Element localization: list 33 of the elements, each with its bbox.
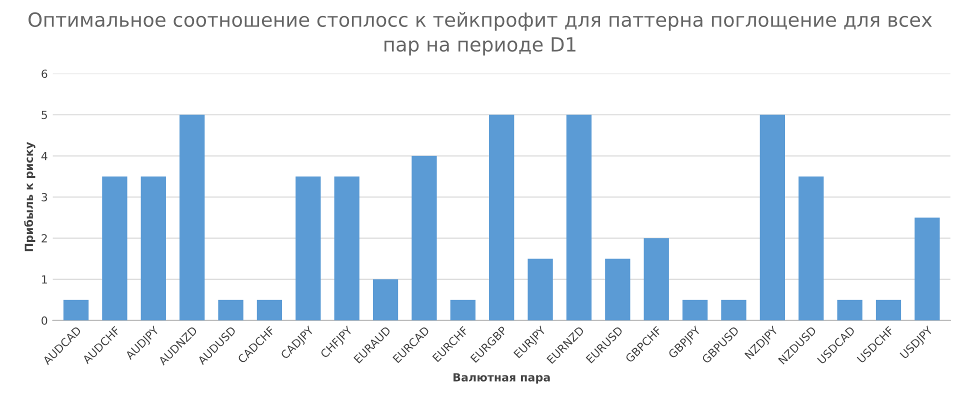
- bar: [256, 300, 282, 320]
- bar: [412, 156, 437, 320]
- y-tick-label: 0: [42, 316, 48, 325]
- bar: [566, 114, 592, 320]
- bar: [372, 279, 398, 320]
- bar: [798, 176, 824, 320]
- y-tick-label: 5: [42, 110, 47, 120]
- bar: [102, 176, 128, 320]
- bar: [450, 300, 476, 320]
- bar: [528, 258, 553, 320]
- bar: [682, 300, 708, 320]
- y-tick-label: 6: [42, 70, 48, 78]
- bar: [180, 114, 205, 320]
- bar: [218, 300, 244, 320]
- bar: [876, 300, 902, 320]
- y-tick-label: 1: [42, 275, 47, 284]
- bar: [837, 300, 862, 320]
- bar: [140, 176, 166, 320]
- bar: [334, 176, 360, 320]
- y-tick-label: 4: [41, 152, 48, 160]
- bar: [644, 238, 669, 320]
- bar: [605, 258, 630, 320]
- y-tick-label: 3: [42, 192, 48, 202]
- chart-title: Оптимальное соотношение стоплосс к тейкпрофит для паттерна поглощение для всех пар на периоде D1: [28, 12, 932, 56]
- bar: [296, 176, 321, 320]
- bar: [914, 218, 940, 320]
- bar: [489, 114, 514, 320]
- bar: [721, 300, 746, 320]
- bar: [63, 300, 89, 320]
- x-axis-title: Валютная пара: [454, 373, 550, 384]
- bar: [760, 114, 785, 320]
- y-axis-title: Прибыль к риску: [24, 142, 36, 252]
- y-tick-label: 2: [42, 234, 47, 242]
